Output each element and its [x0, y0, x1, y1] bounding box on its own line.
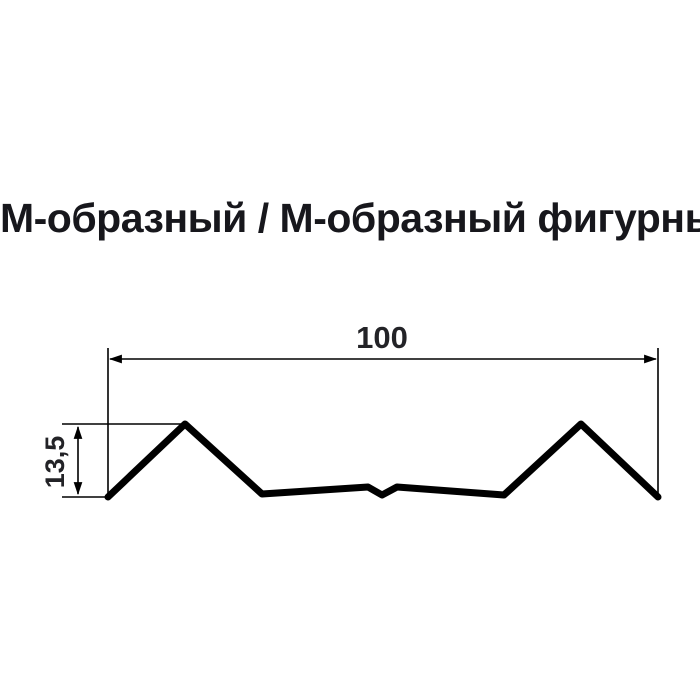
height-dimension: 13,5	[40, 423, 187, 498]
width-dimension-label: 100	[356, 320, 408, 355]
page-title: М-образный / М-образный фигурный	[0, 195, 700, 241]
width-dimension: 100	[107, 320, 659, 497]
profile-outline	[104, 420, 662, 501]
height-dimension-label: 13,5	[40, 436, 70, 489]
